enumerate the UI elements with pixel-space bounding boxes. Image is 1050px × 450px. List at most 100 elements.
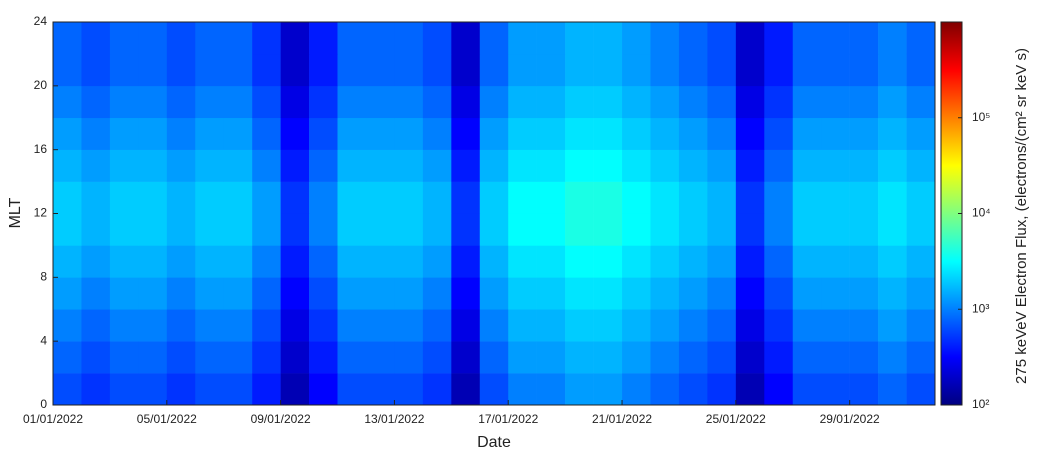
heatmap-cell [252,85,281,119]
x-tick-label: 09/01/2022 [251,412,311,426]
heatmap-cell [821,245,850,278]
heatmap-cell [138,213,168,246]
heatmap-cell [394,22,424,55]
heatmap-cell [678,245,708,278]
heatmap-cell [223,22,253,55]
heatmap-cell [53,277,82,310]
heatmap-cell [479,245,509,278]
heatmap-cell [195,149,225,182]
heatmap-cell [365,53,395,87]
heatmap-cell [707,373,737,406]
heatmap-cell [878,309,907,342]
heatmap-cell [792,117,822,150]
heatmap-cell [678,149,708,182]
heatmap-cell [53,117,82,150]
heatmap-cell [166,213,196,246]
heatmap-cell [195,277,225,310]
heatmap-cell [593,149,623,182]
heatmap-cell [479,181,509,214]
heatmap-cell [821,181,850,214]
heatmap-cell [195,53,225,87]
heatmap-cell [792,149,822,182]
heatmap-cell [223,309,253,342]
heatmap-cell [223,117,253,150]
heatmap-cell [593,245,623,278]
heatmap-cell [792,22,822,55]
colorbar-title: 275 keVeV Electron Flux, (electrons/(cm²… [1013,48,1030,384]
heatmap-cell [109,53,139,87]
heatmap-cell [337,22,367,55]
x-tick-label: 29/01/2022 [820,412,880,426]
heatmap-cell [394,117,424,150]
heatmap-cell [707,149,737,182]
heatmap-cell [508,213,537,246]
heatmap-cell [138,277,168,310]
heatmap-cell [508,149,537,182]
heatmap-cell [764,85,794,119]
colorbar-tick-label: 10² [972,397,989,411]
heatmap-cell [309,85,338,119]
heatmap-cell [195,245,225,278]
heatmap-cell [451,213,481,246]
heatmap-cell [337,117,367,150]
heatmap-cell [53,245,82,278]
heatmap-cell [622,213,651,246]
heatmap-cell [906,373,936,406]
heatmap-cell [906,341,936,374]
heatmap-cell [394,341,424,374]
heatmap-cell [365,22,395,55]
heatmap-cell [451,53,481,87]
heatmap-cell [849,245,879,278]
heatmap-cell [650,181,680,214]
heatmap-cell [280,373,310,406]
heatmap-cell [81,277,111,310]
x-tick-label: 25/01/2022 [706,412,766,426]
heatmap-cell [138,341,168,374]
heatmap-cell [280,149,310,182]
heatmap-cell [81,213,111,246]
heatmap-cell [878,341,907,374]
heatmap-cell [451,149,481,182]
heatmap-cell [707,53,737,87]
heatmap-cell [650,341,680,374]
heatmap-cell [337,181,367,214]
heatmap-cell [650,53,680,87]
heatmap-cell [81,341,111,374]
heatmap-cell [622,341,651,374]
heatmap-cell [422,277,452,310]
heatmap-cell [622,53,651,87]
heatmap-cell [394,245,424,278]
heatmap-cell [195,309,225,342]
heatmap-cell [365,117,395,150]
heatmap-cell [622,117,651,150]
heatmap-cell [536,341,566,374]
y-tick-label: 12 [34,206,48,220]
heatmap-cell [451,277,481,310]
heatmap-cell [565,245,594,278]
heatmap-cell [849,85,879,119]
heatmap-cell [309,181,338,214]
heatmap-cell [622,373,651,406]
y-tick-label: 24 [34,14,48,28]
heatmap-cell [849,117,879,150]
heatmap-cell [821,309,850,342]
heatmap-cell [565,277,594,310]
heatmap-cell [394,373,424,406]
heatmap-cell [81,181,111,214]
heatmap-cell [109,341,139,374]
heatmap-cell [195,85,225,119]
heatmap-cell [280,85,310,119]
heatmap-cell [394,309,424,342]
heatmap-cell [479,117,509,150]
heatmap-cell [451,181,481,214]
heatmap-cell [735,22,765,55]
heatmap-cell [195,117,225,150]
heatmap-cell [223,373,253,406]
heatmap-cell [280,309,310,342]
x-tick-label: 17/01/2022 [478,412,538,426]
heatmap-cell [252,181,281,214]
heatmap-cell [166,341,196,374]
heatmap-cell [678,373,708,406]
heatmap-cell [394,85,424,119]
heatmap-cell [593,53,623,87]
